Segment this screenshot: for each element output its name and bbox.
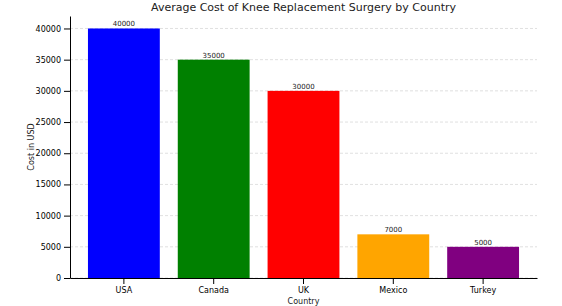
y-tick: 15000 xyxy=(36,180,70,189)
y-tick: 10000 xyxy=(36,212,70,221)
x-tick-mark xyxy=(303,278,304,284)
y-tick: 35000 xyxy=(36,56,70,65)
data-labels: 40000 35000 30000 7000 5000 xyxy=(113,20,492,246)
x-tick-label: UK xyxy=(298,286,310,295)
y-axis-line xyxy=(70,17,71,279)
y-tick-label: 15000 xyxy=(36,180,61,189)
bar xyxy=(357,234,429,278)
bar xyxy=(268,91,340,278)
y-tick-label: 20000 xyxy=(36,149,61,158)
y-tick-mark xyxy=(64,216,70,217)
y-axis-label: Cost in USD xyxy=(27,123,36,170)
bar xyxy=(88,28,160,278)
y-tick-label: 0 xyxy=(56,274,61,283)
x-tick-label: Turkey xyxy=(469,286,496,295)
bar xyxy=(178,60,250,278)
x-tick: UK xyxy=(298,278,310,295)
y-tick-label: 25000 xyxy=(36,118,61,127)
x-tick: Mexico xyxy=(379,278,407,295)
data-label: 40000 xyxy=(113,20,135,28)
y-tick: 30000 xyxy=(36,87,70,96)
y-tick: 20000 xyxy=(36,149,70,158)
y-tick-mark xyxy=(64,28,70,29)
x-axis-label: Country xyxy=(288,297,320,306)
y-tick-label: 5000 xyxy=(41,243,61,252)
y-tick-label: 30000 xyxy=(36,87,61,96)
x-tick: USA xyxy=(116,278,133,295)
y-tick: 25000 xyxy=(36,118,70,127)
y-tick-mark xyxy=(64,278,70,279)
y-tick-mark xyxy=(64,247,70,248)
data-label: 30000 xyxy=(292,83,314,91)
y-tick-mark xyxy=(64,184,70,185)
y-tick: 40000 xyxy=(36,25,70,34)
y-tick-mark xyxy=(64,91,70,92)
y-tick-label: 10000 xyxy=(36,212,61,221)
x-tick-mark xyxy=(393,278,394,284)
x-tick-mark xyxy=(213,278,214,284)
chart: 40000 35000 30000 7000 5000 0 5000 10000 15000 20… xyxy=(0,0,562,306)
x-tick-mark xyxy=(123,278,124,284)
plot-area: 40000 35000 30000 7000 5000 0 5000 10000 15000 20… xyxy=(36,17,538,295)
data-label: 5000 xyxy=(474,239,492,247)
y-tick: 5000 xyxy=(41,243,70,252)
x-tick-label: USA xyxy=(116,286,133,295)
x-tick-label: Mexico xyxy=(379,286,407,295)
bars xyxy=(88,28,519,278)
x-axis: USA Canada UK Mexico Turkey xyxy=(71,278,538,295)
data-label: 35000 xyxy=(203,52,225,60)
data-label: 7000 xyxy=(384,226,402,234)
y-tick-label: 35000 xyxy=(36,56,61,65)
y-tick-mark xyxy=(64,122,70,123)
grid xyxy=(70,28,537,278)
x-tick-label: Canada xyxy=(198,286,229,295)
y-tick-mark xyxy=(64,153,70,154)
y-tick-label: 40000 xyxy=(36,25,61,34)
x-tick-mark xyxy=(483,278,484,284)
x-tick: Turkey xyxy=(469,278,496,295)
y-axis: 0 5000 10000 15000 20000 25000 30000 35000 40000 xyxy=(36,17,71,284)
title: Average Cost of Knee Replacement Surgery… xyxy=(151,1,456,14)
x-tick: Canada xyxy=(198,278,229,295)
bar xyxy=(447,247,519,278)
y-tick-mark xyxy=(64,60,70,61)
y-tick: 0 xyxy=(56,274,70,283)
